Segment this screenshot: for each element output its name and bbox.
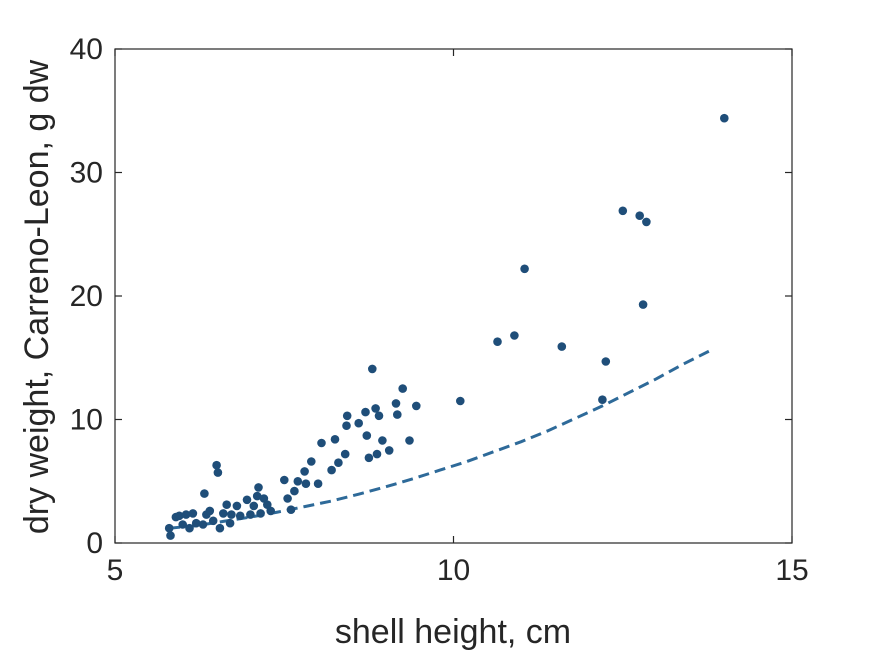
data-point — [235, 511, 245, 521]
plot-area — [114, 48, 793, 544]
data-point — [313, 479, 323, 489]
data-point — [327, 465, 336, 475]
data-point — [557, 342, 567, 351]
data-point — [166, 531, 175, 540]
data-point — [372, 449, 382, 459]
data-point — [290, 486, 299, 496]
data-point — [266, 506, 276, 516]
data-point — [198, 520, 208, 529]
data-point — [212, 460, 221, 470]
data-point — [618, 206, 628, 216]
y-axis-label: dry weight, Carreno-Leon, g dw — [18, 59, 56, 534]
data-point — [405, 436, 414, 445]
data-point — [286, 505, 296, 514]
data-point — [368, 364, 377, 374]
data-point — [342, 421, 351, 431]
data-point — [354, 418, 364, 428]
data-point — [601, 357, 611, 366]
x-tick-label: 15 — [775, 554, 808, 587]
data-point — [225, 518, 235, 528]
data-point — [412, 401, 421, 411]
data-point — [242, 495, 252, 505]
data-point — [374, 411, 384, 421]
data-point — [301, 479, 311, 489]
data-point — [293, 477, 303, 486]
data-point — [178, 520, 187, 529]
data-point — [246, 510, 255, 519]
data-point — [256, 509, 265, 518]
data-point — [362, 431, 372, 440]
data-point — [208, 516, 218, 526]
data-point — [213, 468, 223, 477]
data-point — [371, 404, 380, 413]
data-point — [219, 509, 228, 518]
data-point — [391, 399, 401, 408]
data-point — [493, 337, 502, 347]
data-point — [364, 453, 374, 463]
data-point — [384, 446, 394, 455]
data-point — [334, 458, 343, 468]
data-point — [205, 506, 215, 516]
data-point — [342, 411, 352, 421]
y-tick-label: 20 — [70, 280, 103, 313]
data-point — [720, 113, 729, 123]
data-point — [398, 384, 408, 393]
data-point — [361, 407, 370, 417]
data-points-layer — [164, 113, 729, 540]
data-point — [307, 457, 316, 466]
y-tick-label: 30 — [70, 157, 103, 190]
data-point — [283, 494, 292, 503]
data-point — [635, 211, 644, 220]
data-point — [340, 449, 350, 459]
data-point — [317, 438, 326, 448]
data-point — [181, 510, 191, 519]
x-tick-label: 5 — [107, 554, 124, 587]
data-point — [520, 264, 529, 274]
data-point — [280, 475, 289, 485]
data-point — [222, 500, 231, 510]
y-tick-label: 0 — [86, 527, 103, 560]
data-point — [188, 509, 198, 518]
data-point — [164, 523, 174, 533]
data-point — [175, 511, 184, 521]
y-axis-ticks: 0 10 20 30 40 — [70, 33, 792, 560]
data-point — [330, 435, 340, 444]
data-point — [185, 523, 194, 533]
data-point — [215, 523, 225, 533]
data-point — [598, 395, 607, 405]
data-point — [510, 331, 519, 340]
data-point — [254, 483, 263, 492]
data-point — [456, 396, 465, 406]
x-axis-ticks: 5 10 15 — [107, 49, 809, 587]
data-point — [252, 491, 262, 501]
x-axis-label: shell height, cm — [335, 613, 571, 651]
data-point — [378, 436, 387, 445]
data-point — [200, 489, 209, 498]
data-point — [300, 467, 309, 476]
data-point — [249, 501, 259, 511]
data-point — [232, 501, 242, 511]
y-tick-label: 10 — [70, 404, 103, 437]
data-point — [638, 300, 648, 309]
data-point — [642, 217, 651, 227]
data-point — [393, 410, 402, 419]
axes-frame — [114, 48, 793, 544]
data-point — [227, 510, 236, 519]
x-tick-label: 10 — [437, 554, 470, 587]
y-tick-label: 40 — [70, 33, 103, 66]
data-point — [191, 518, 201, 528]
